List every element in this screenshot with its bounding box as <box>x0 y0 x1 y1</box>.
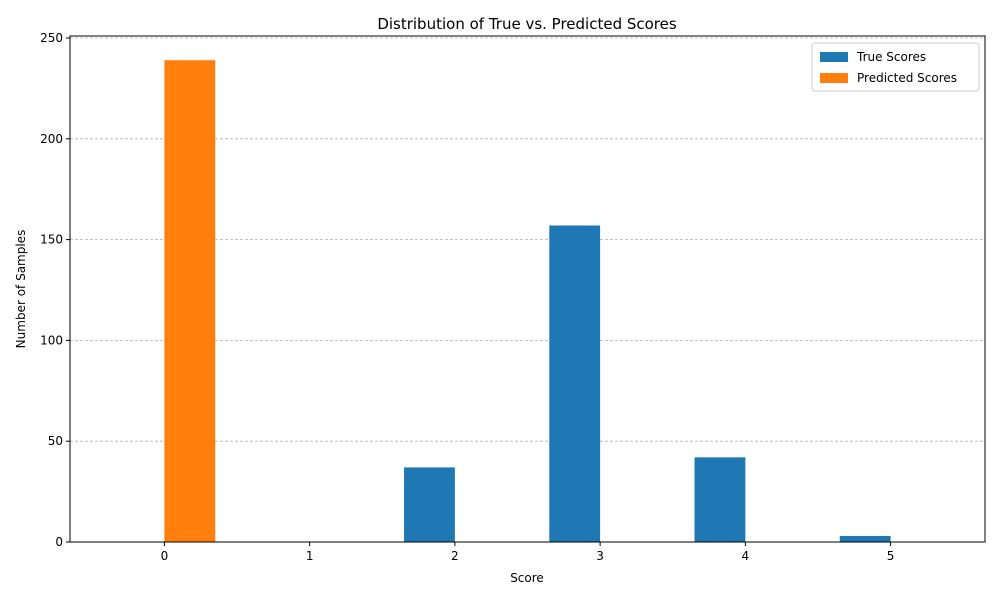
plot-frame <box>69 35 986 543</box>
true-score-bar-5 <box>839 535 891 542</box>
chart-title: Distribution of True vs. Predicted Score… <box>377 15 677 33</box>
true-score-bar-4 <box>694 457 746 542</box>
x-axis-label: Score <box>510 571 544 585</box>
x-tick-label: 0 <box>161 549 169 563</box>
x-axis: 0 1 2 3 4 5 <box>161 542 895 563</box>
legend-label: True Scores <box>856 50 926 64</box>
legend: True Scores Predicted Scores <box>811 42 980 92</box>
legend-box <box>811 42 980 92</box>
y-tick-label: 250 <box>40 31 63 45</box>
y-axis-label: Number of Samples <box>14 230 28 349</box>
x-tick-label: 1 <box>306 549 314 563</box>
x-tick-label: 2 <box>451 549 459 563</box>
y-tick-label: 50 <box>48 434 63 448</box>
legend-swatch <box>820 52 848 62</box>
x-tick-label: 4 <box>742 549 750 563</box>
y-tick-label: 0 <box>55 535 63 549</box>
y-tick-label: 100 <box>40 333 63 347</box>
y-tick-label: 150 <box>40 233 63 247</box>
predicted-score-bar-0 <box>164 60 216 543</box>
x-tick-label: 3 <box>596 549 604 563</box>
legend-label: Predicted Scores <box>857 71 957 85</box>
gridlines <box>70 37 985 442</box>
true-score-bar-2 <box>404 467 455 542</box>
y-axis: 0 50 100 150 200 250 <box>40 31 70 549</box>
true-score-bar-3 <box>549 225 601 543</box>
bars <box>164 60 891 543</box>
x-tick-label: 5 <box>887 549 895 563</box>
legend-swatch <box>820 73 848 83</box>
y-tick-label: 200 <box>40 132 63 146</box>
